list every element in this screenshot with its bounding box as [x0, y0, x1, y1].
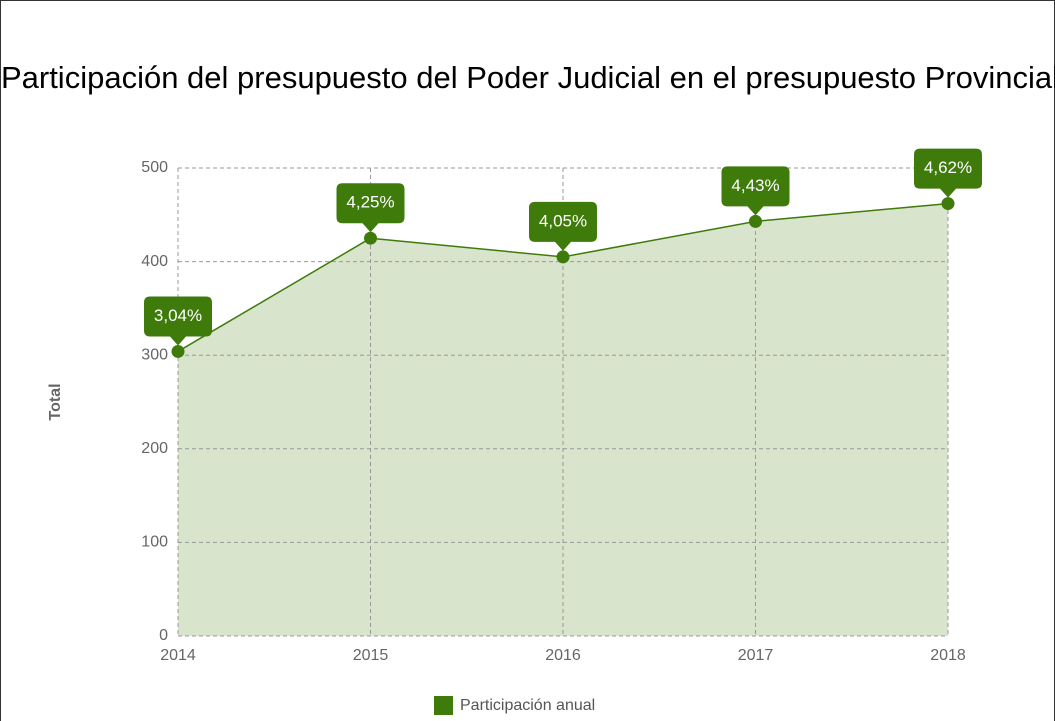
- x-tick-label: 2017: [738, 647, 774, 664]
- callout: [336, 183, 405, 233]
- y-tick-label: 200: [141, 440, 168, 457]
- callout: [529, 201, 597, 251]
- y-tick-label: 500: [141, 159, 168, 176]
- x-tick-label: 2016: [545, 647, 581, 664]
- x-tick-label: 2014: [160, 647, 196, 664]
- point: [364, 231, 377, 245]
- y-tick-label: 0: [159, 627, 168, 644]
- point: [749, 214, 762, 228]
- point: [171, 344, 185, 358]
- chart-title-line-2: Participación del presupuesto del Poder …: [1, 60, 1055, 95]
- data-label: 3,04%: [154, 306, 202, 325]
- x-tick-label: 2015: [353, 647, 389, 664]
- x-tick-label: 2018: [930, 647, 966, 664]
- legend-label: Participación anual: [460, 697, 595, 714]
- point: [941, 197, 955, 211]
- y-tick-label: 100: [141, 534, 168, 551]
- callout: [914, 148, 982, 198]
- data-label: 4,62%: [924, 158, 972, 177]
- y-tick-label: 300: [141, 346, 168, 363]
- y-axis-title: Total: [47, 383, 64, 420]
- callout: [721, 166, 790, 216]
- point: [556, 250, 570, 264]
- data-label: 4,25%: [346, 193, 394, 212]
- data-label: 4,05%: [539, 211, 587, 230]
- y-tick-label: 400: [141, 253, 168, 270]
- legend-swatch: [434, 696, 453, 715]
- callout: [144, 296, 212, 346]
- data-label: 4,43%: [731, 176, 779, 195]
